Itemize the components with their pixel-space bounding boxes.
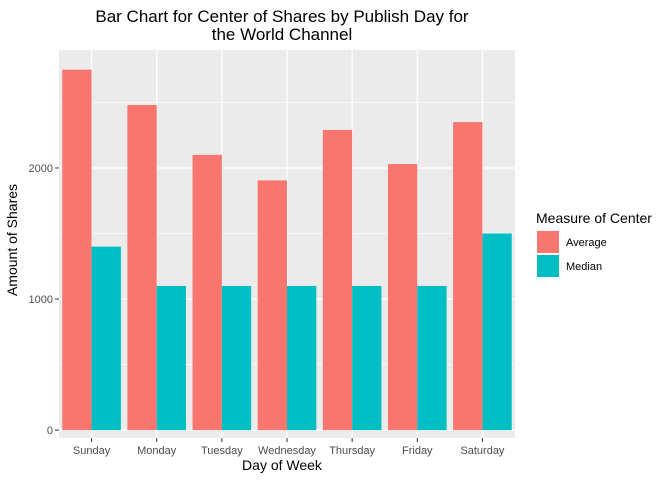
y-axis-title: Amount of Shares: [4, 184, 20, 296]
legend-key-median: [537, 255, 559, 277]
y-axis-ticks: 0 1000 2000: [29, 163, 59, 437]
legend-label-average: Average: [566, 237, 607, 249]
chart-title-line-1: Bar Chart for Center of Shares by Publis…: [95, 7, 469, 26]
y-tick-label: 1000: [29, 294, 53, 306]
chart-title-line-2: the World Channel: [212, 25, 353, 44]
x-tick-label: Sunday: [73, 445, 111, 457]
bar-median-thursday: [352, 285, 382, 431]
bar-average-monday: [127, 105, 157, 431]
y-tick-label: 2000: [29, 163, 53, 175]
x-tick-label: Thursday: [329, 445, 375, 457]
bars: [62, 69, 512, 431]
x-tick-label: Tuesday: [201, 445, 243, 457]
x-axis-title: Day of Week: [242, 457, 323, 473]
legend-title: Measure of Center: [536, 210, 652, 226]
chart-title: Bar Chart for Center of Shares by Publis…: [95, 7, 469, 44]
bar-median-saturday: [482, 233, 512, 431]
x-tick-label: Wednesday: [258, 445, 316, 457]
bar-median-friday: [417, 285, 447, 431]
bar-average-wednesday: [257, 180, 287, 431]
bar-average-friday: [387, 164, 418, 431]
bar-average-sunday: [62, 69, 92, 431]
bar-median-tuesday: [221, 285, 252, 431]
x-tick-label: Friday: [402, 445, 433, 457]
bar-median-sunday: [91, 246, 121, 431]
legend-key-average: [537, 231, 559, 253]
x-tick-label: Monday: [137, 445, 177, 457]
bar-average-tuesday: [192, 154, 222, 431]
y-tick-label: 0: [47, 425, 53, 437]
legend: Measure of Center Average Median: [536, 210, 652, 277]
bar-median-monday: [156, 285, 187, 431]
legend-label-median: Median: [566, 261, 602, 273]
bar-median-wednesday: [287, 285, 317, 431]
bar-average-thursday: [322, 129, 353, 431]
x-axis-ticks: Sunday Monday Tuesday Wednesday Thursday Frid…: [73, 438, 505, 457]
x-tick-label: Saturday: [460, 445, 505, 457]
bar-average-saturday: [453, 122, 483, 431]
